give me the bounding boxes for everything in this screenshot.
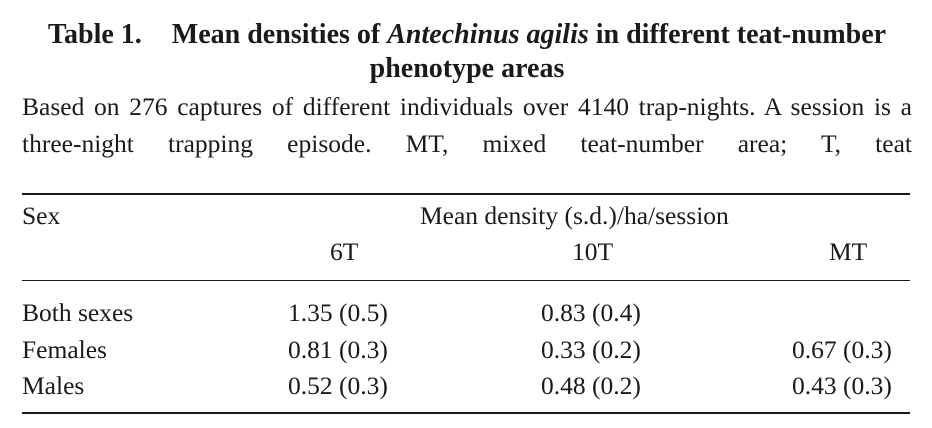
- row-both-sexes-label: Both sexes: [22, 298, 134, 327]
- table-bottom-rule: [22, 412, 910, 414]
- row-males-10t: 0.48 (0.2): [541, 371, 641, 400]
- title-text-before: Mean densities of: [171, 19, 388, 50]
- row-females-10t: 0.33 (0.2): [541, 335, 641, 364]
- header-6t: 6T: [330, 237, 359, 266]
- row-males-label: Males: [22, 371, 85, 400]
- row-females-label: Females: [22, 335, 107, 364]
- table-top-rule: [22, 193, 910, 195]
- species-name: Antechinus agilis: [387, 19, 589, 50]
- header-mt: MT: [829, 237, 868, 266]
- row-males-6t: 0.52 (0.3): [288, 371, 388, 400]
- row-both-sexes-10t: 0.83 (0.4): [541, 298, 641, 327]
- table-title: Table 1. Mean densities of Antechinus agi…: [22, 18, 912, 86]
- row-females-mt: 0.67 (0.3): [792, 335, 892, 364]
- header-10t: 10T: [572, 237, 614, 266]
- table-label: Table 1.: [47, 19, 142, 50]
- table-header-rule: [22, 280, 910, 281]
- table-caption: Based on 276 captures of different indiv…: [22, 92, 912, 158]
- header-mean-density: Mean density (s.d.)/ha/session: [420, 201, 729, 230]
- title-text-after: in different teat-number phenotype areas: [369, 19, 887, 84]
- row-both-sexes-6t: 1.35 (0.5): [288, 298, 388, 327]
- row-males-mt: 0.43 (0.3): [792, 371, 892, 400]
- header-sex: Sex: [22, 201, 61, 230]
- row-females-6t: 0.81 (0.3): [288, 335, 388, 364]
